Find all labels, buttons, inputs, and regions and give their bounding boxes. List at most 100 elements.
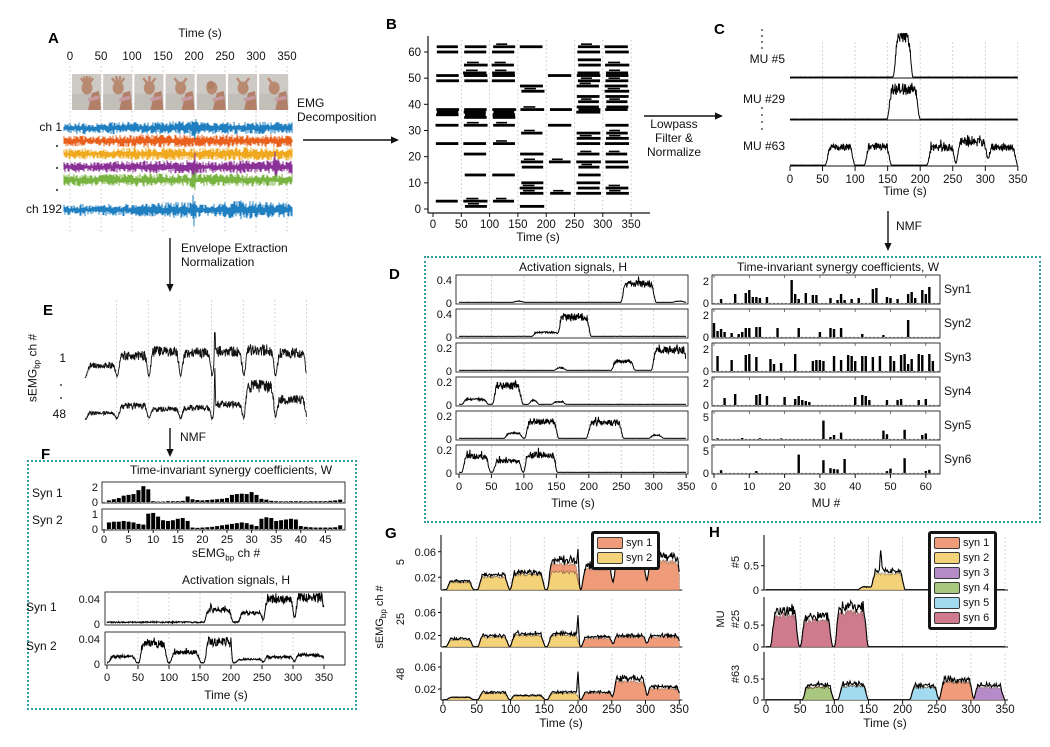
d-synergy-xlabel: MU # <box>811 496 841 510</box>
finger <box>173 77 182 87</box>
plot-frame <box>711 410 941 441</box>
tick-label: 0.5 <box>744 620 759 632</box>
d-activation-xlabel: Time (s) <box>551 496 595 510</box>
f-activation-title: Activation signals, H <box>181 573 291 587</box>
synergy-bar <box>822 420 825 439</box>
ellipsis-dot <box>761 114 763 116</box>
legend-label: syn 6 <box>963 612 990 624</box>
synergy-bar <box>151 501 156 502</box>
arrow-label-line: Filter & <box>654 131 694 145</box>
synergy-bar <box>776 328 779 337</box>
raster-burst <box>576 160 601 164</box>
synergy-bar <box>822 460 825 473</box>
tick-label: 150 <box>878 174 897 186</box>
tick-label: 250 <box>602 704 621 716</box>
synergy-bar <box>205 500 210 502</box>
raster-burst <box>463 142 487 145</box>
synergy-bar <box>744 355 747 371</box>
tick-label: 0 <box>753 585 759 597</box>
synergy-bar <box>106 500 111 502</box>
raster-burst <box>549 108 572 111</box>
synergy-bar <box>910 292 913 303</box>
tick-label: 200 <box>568 704 587 716</box>
synergy-area <box>443 633 680 648</box>
tick-label: 30 <box>814 481 826 493</box>
arrow-label-lowpass: Lowpass Filter & Normalize <box>647 117 701 159</box>
tick-label: 250 <box>215 51 234 63</box>
raster-burst <box>605 63 630 67</box>
panel-letter-d: D <box>389 266 400 283</box>
total-envelope <box>766 674 1006 701</box>
synergy-bar <box>808 402 811 405</box>
synergy-bar <box>839 432 843 439</box>
synergy-bar <box>205 527 210 529</box>
tick-label: 0 <box>703 298 709 310</box>
raster-burst <box>551 158 563 161</box>
c-mu5-label: MU #5 <box>749 52 785 66</box>
synergy-bar <box>323 501 328 502</box>
synergy-bar <box>910 359 913 371</box>
d-syn1-label: Syn1 <box>944 282 972 296</box>
plot-frame <box>711 376 941 407</box>
synergy-bar <box>136 523 141 529</box>
synergy-bar <box>748 354 751 371</box>
synergy-bar <box>765 297 769 303</box>
synergy-bar <box>924 294 927 303</box>
synergy-bar <box>234 494 239 502</box>
h-row25-label: #25 <box>730 609 742 629</box>
raster-burst <box>492 74 516 77</box>
synergy-bar <box>793 354 797 371</box>
tick-label: 0 <box>456 481 462 493</box>
ellipsis-dot <box>761 107 763 109</box>
plot-frame <box>104 591 346 626</box>
synergy-bar <box>899 399 903 405</box>
tick-label: 350 <box>277 51 296 63</box>
synergy-bar <box>882 430 885 439</box>
arrowhead <box>884 243 892 251</box>
synergy-bar <box>126 521 131 529</box>
tick-label: 0.04 <box>79 634 100 646</box>
synergy-bar <box>885 471 889 473</box>
synergy-bar <box>921 290 924 303</box>
raster-burst <box>604 142 630 145</box>
arrow-label-envelope: Envelope Extraction Normalization <box>181 241 288 269</box>
synergy-bar <box>797 299 800 303</box>
synergy-bar <box>318 527 323 529</box>
ellipsis-dot <box>60 397 62 399</box>
tick-label: 0 <box>446 298 452 310</box>
f-h-xlabel: Time (s) <box>204 688 248 702</box>
synergy-bar <box>338 499 343 502</box>
tick-label: 350 <box>670 704 689 716</box>
tick-label: 0 <box>94 619 100 631</box>
plot-frame <box>711 274 941 305</box>
synergy-bar <box>136 490 141 502</box>
synergy-bar <box>190 527 195 529</box>
raster-burst <box>576 142 601 145</box>
arrow-label-emg-decomposition: EMG Decomposition <box>297 96 376 124</box>
finger <box>235 77 244 87</box>
synergy-bar <box>229 494 234 502</box>
palm <box>81 81 93 95</box>
raster-burst <box>521 181 544 185</box>
raster-burst <box>608 150 620 153</box>
raster-burst <box>524 129 535 132</box>
tick-label: 0 <box>703 332 709 344</box>
synergy-bar <box>308 527 313 529</box>
synergy-area <box>766 609 1005 648</box>
tick-label: 300 <box>593 219 612 231</box>
signal-trace <box>106 591 325 625</box>
synergy-bar <box>878 356 882 371</box>
raster-burst <box>577 79 601 83</box>
signal-trace <box>458 313 687 337</box>
raster-burst <box>608 106 620 108</box>
raster-burst <box>519 204 545 208</box>
arrowhead <box>715 112 723 120</box>
synergy-bar <box>195 500 200 502</box>
raster-burst <box>604 89 630 93</box>
wristband <box>274 95 287 102</box>
raster-burst <box>576 105 599 109</box>
total-envelope <box>443 671 680 701</box>
synergy-bar <box>896 400 899 405</box>
arrowhead <box>166 284 174 292</box>
synergy-bar <box>741 438 744 439</box>
